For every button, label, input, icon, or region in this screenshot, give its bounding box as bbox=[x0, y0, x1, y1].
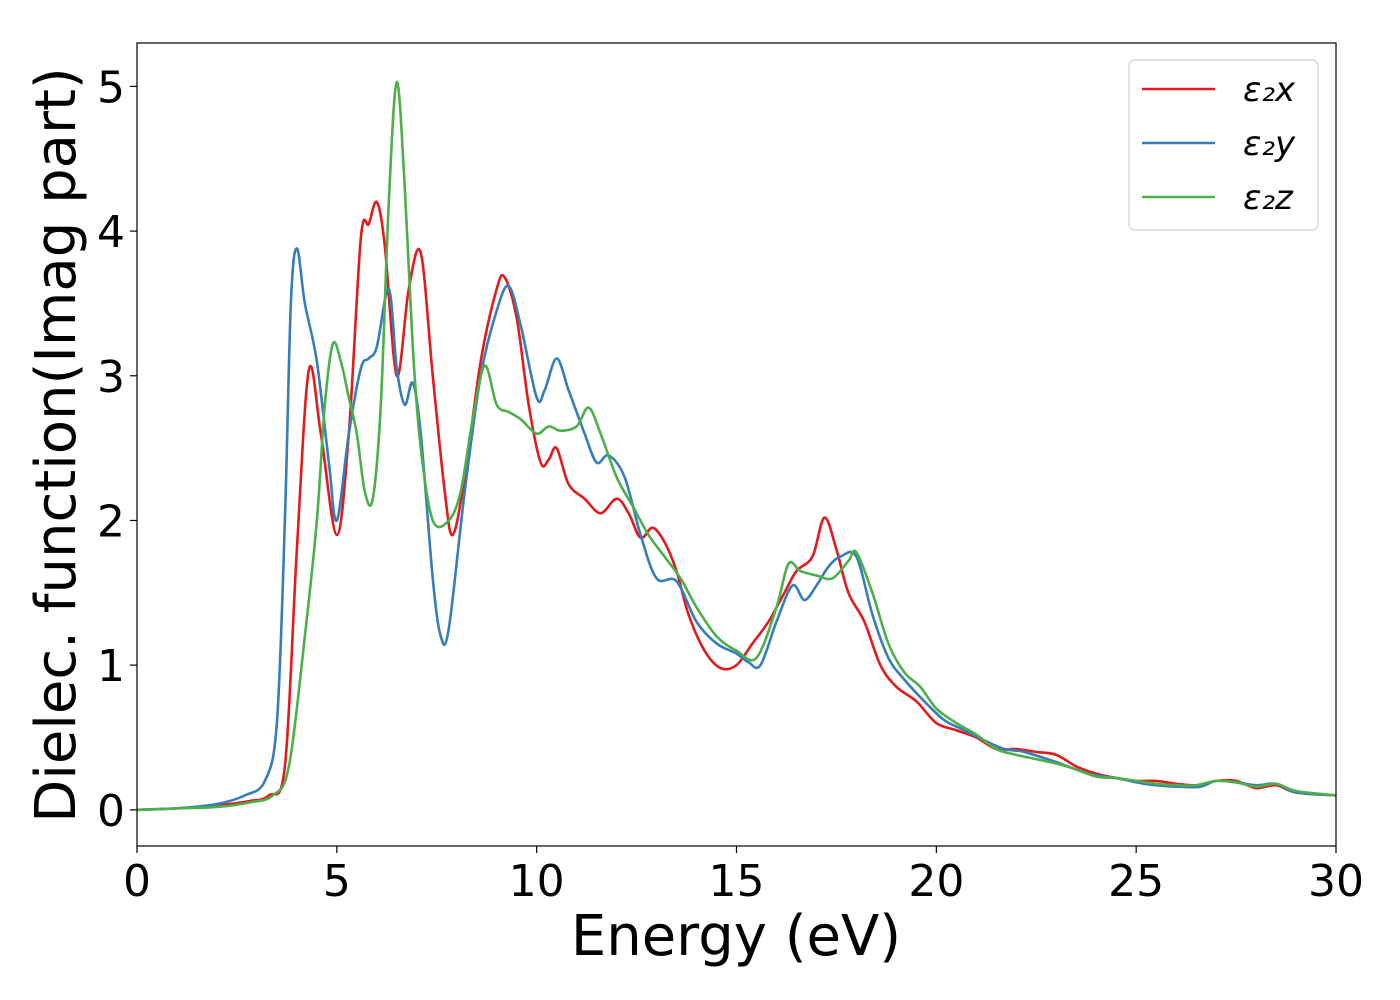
y-axis-label: Dielec. function(Imag part) bbox=[24, 67, 89, 823]
plot-area bbox=[137, 80, 1336, 812]
x-tick-label: 5 bbox=[323, 856, 351, 907]
legend-label: ε₂z bbox=[1243, 178, 1294, 218]
axes: 0 5 10 15 20 25 30 0 1 2 3 4 5 bbox=[97, 42, 1364, 907]
y-tick-label: 1 bbox=[97, 641, 125, 692]
x-tick-label: 25 bbox=[1108, 856, 1164, 907]
y-tick-label: 3 bbox=[97, 352, 125, 403]
x-tick-label: 20 bbox=[908, 856, 964, 907]
y-tick-label: 4 bbox=[97, 207, 125, 258]
x-axis-label: Energy (eV) bbox=[571, 904, 901, 969]
legend-label: ε₂x bbox=[1243, 70, 1296, 110]
series-line-e2x bbox=[137, 200, 1336, 812]
y-tick-label: 2 bbox=[97, 496, 125, 547]
x-tick-label: 0 bbox=[123, 856, 151, 907]
x-tick-label: 10 bbox=[509, 856, 565, 907]
legend: ε₂x ε₂y ε₂z bbox=[1128, 59, 1319, 231]
y-tick-label: 0 bbox=[97, 786, 125, 837]
x-tick-label: 15 bbox=[709, 856, 765, 907]
legend-label: ε₂y bbox=[1243, 124, 1296, 164]
legend-item-e2x: ε₂x bbox=[1142, 70, 1296, 110]
legend-item-e2z: ε₂z bbox=[1142, 178, 1294, 218]
legend-box bbox=[1128, 59, 1319, 231]
legend-item-e2y: ε₂y bbox=[1142, 124, 1296, 164]
series-line-e2y bbox=[137, 247, 1336, 812]
y-tick-label: 5 bbox=[97, 62, 125, 113]
x-tick-label: 30 bbox=[1308, 856, 1364, 907]
series-line-e2z bbox=[137, 80, 1336, 812]
